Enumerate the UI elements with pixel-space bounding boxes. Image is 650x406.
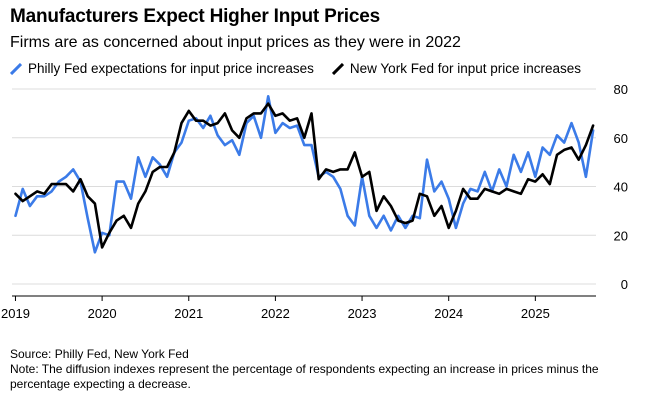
chart-subtitle: Firms are as concerned about input price… — [10, 34, 461, 51]
y-tick-label-40: 40 — [614, 180, 628, 195]
x-tick-label-2025: 2025 — [521, 306, 550, 321]
legend: Philly Fed expectations for input price … — [10, 61, 599, 76]
new-york-fed-line — [14, 102, 595, 249]
y-tick-label-60: 60 — [614, 131, 628, 146]
legend-swatch-newyork — [331, 62, 344, 75]
x-tick-label-2020: 2020 — [88, 306, 117, 321]
legend-label-philly: Philly Fed expectations for input price … — [28, 61, 314, 76]
legend-label-newyork: New York Fed for input price increases — [349, 61, 582, 76]
chart-title: Manufacturers Expect Higher Input Prices — [10, 6, 380, 27]
source-note: Source: Philly Fed, New York Fed — [10, 347, 189, 361]
x-tick-label-2019: 2019 — [1, 306, 30, 321]
y-tick-label-0: 0 — [621, 277, 628, 292]
legend-item-newyork: New York Fed for input price increases — [331, 61, 582, 76]
x-tick-label-2022: 2022 — [261, 306, 290, 321]
legend-swatch-philly — [10, 62, 22, 75]
x-tick-label-2021: 2021 — [174, 306, 203, 321]
y-tick-label-20: 20 — [614, 228, 628, 243]
philly-fed-line — [14, 95, 595, 254]
x-tick-label-2023: 2023 — [348, 306, 377, 321]
legend-item-philly: Philly Fed expectations for input price … — [10, 61, 314, 76]
y-tick-label-80: 80 — [614, 82, 628, 97]
x-tick-label-2024: 2024 — [434, 306, 463, 321]
footnote: Note: The diffusion indexes represent th… — [10, 362, 599, 391]
